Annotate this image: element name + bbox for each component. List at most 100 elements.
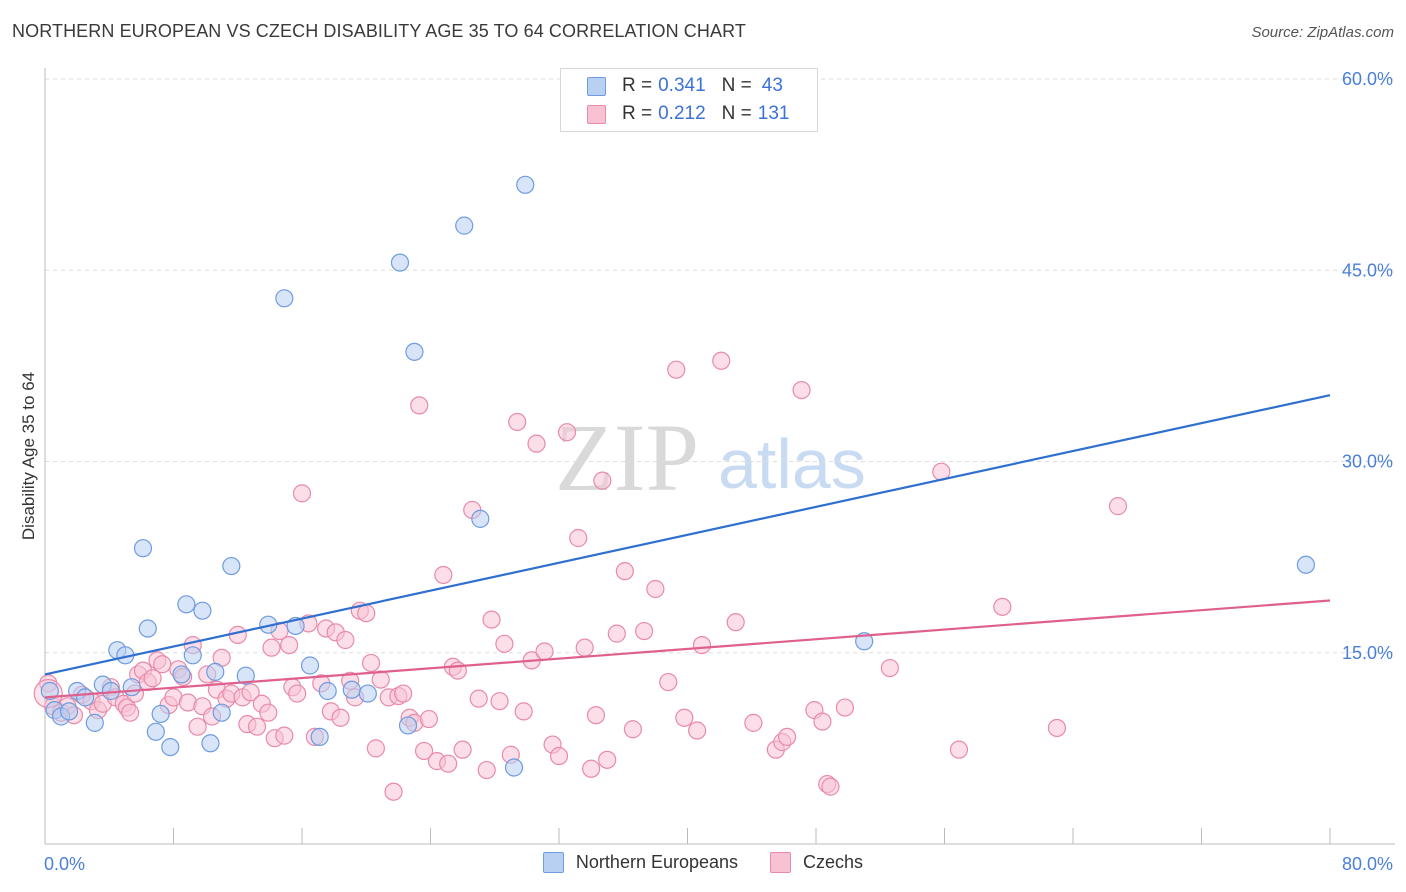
legend-swatch-blue (587, 76, 606, 96)
czechs-point (659, 672, 678, 692)
northern-europeans-point (342, 680, 361, 699)
series-legend: Northern Europeans Czechs (0, 852, 1406, 873)
stats-row-czechs: R = 0.212 N = 131 (587, 103, 789, 125)
northern-europeans-point (177, 595, 196, 614)
northern-europeans-points (40, 175, 1316, 777)
czechs-point (477, 760, 496, 780)
czechs-point (482, 610, 501, 629)
r-value: 0.212 (658, 103, 706, 124)
northern-europeans-point (300, 656, 320, 675)
n-label: N = (721, 103, 752, 124)
legend-swatch-pink (770, 852, 792, 873)
stats-legend: R = 0.341 N = 43 R = 0.212 N = 131 (560, 68, 818, 132)
czechs-trend-line (44, 599, 1331, 699)
legend-item-northern-europeans[interactable]: Northern Europeans (542, 852, 739, 873)
czechs-point (275, 726, 294, 745)
czechs-point (712, 351, 731, 370)
northern-europeans-point (275, 289, 294, 308)
northern-europeans-point (236, 666, 255, 685)
czechs-point (835, 698, 855, 717)
czechs-point (434, 565, 453, 585)
legend-label: Northern Europeans (575, 852, 739, 872)
czechs-point (607, 624, 626, 643)
r-label: R = (622, 103, 653, 124)
northern-europeans-point (161, 737, 180, 757)
czechs-point (949, 740, 969, 759)
czechs-point (241, 683, 260, 702)
northern-europeans-point (222, 556, 241, 576)
northern-europeans-point (455, 216, 474, 235)
czechs-point (288, 684, 307, 703)
czechs-point (262, 638, 281, 657)
northern-europeans-point (138, 619, 157, 638)
northern-europeans-point (76, 688, 95, 707)
northern-europeans-point (318, 681, 337, 701)
czechs-point (635, 621, 654, 641)
chart-title: NORTHERN EUROPEAN VS CZECH DISABILITY AG… (12, 21, 746, 41)
czechs-point (448, 661, 467, 680)
czechs-point (331, 708, 350, 727)
northern-europeans-point (212, 703, 231, 722)
northern-europeans-point (193, 601, 212, 620)
czechs-point (336, 630, 355, 650)
northern-europeans-point (201, 734, 220, 753)
northern-europeans-point (855, 632, 874, 651)
czechs-point (667, 360, 686, 379)
northern-europeans-point (133, 539, 153, 558)
czechs-point (692, 635, 712, 655)
czechs-point (792, 381, 811, 400)
czechs-point (361, 653, 381, 673)
czechs-point (821, 777, 840, 796)
czechs-point (419, 709, 438, 729)
northern-europeans-point (390, 253, 410, 272)
czechs-point (280, 635, 299, 655)
n-value: 43 (761, 75, 783, 96)
czechs-point (777, 727, 797, 747)
northern-europeans-point (516, 175, 535, 194)
czechs-point (675, 708, 694, 727)
czechs-point (535, 642, 554, 661)
czechs-point (744, 713, 763, 732)
czechs-point (549, 746, 569, 766)
stats-row-northern-europeans: R = 0.341 N = 43 (587, 75, 783, 97)
czechs-point (292, 484, 312, 503)
legend-item-czechs[interactable]: Czechs (770, 852, 863, 873)
czechs-point (414, 741, 434, 761)
northern-europeans-point (122, 678, 141, 697)
watermark-zip: ZIP (555, 404, 699, 511)
czechs-point (490, 692, 509, 711)
czechs-point (366, 739, 385, 758)
northern-europeans-point (40, 681, 59, 701)
czechs-point (557, 423, 577, 442)
watermark: ZIP atlas (555, 404, 866, 511)
r-label: R = (622, 75, 653, 96)
n-label: N = (721, 75, 752, 96)
czechs-point (993, 597, 1012, 616)
czechs-point (582, 759, 601, 778)
northern-europeans-point (59, 702, 79, 721)
northern-europeans-point (146, 722, 165, 741)
czechs-point (439, 754, 458, 773)
x-tick-label: 0.0% (44, 854, 85, 874)
czechs-point (410, 396, 429, 415)
northern-europeans-point (172, 665, 191, 684)
czechs-point (575, 638, 594, 657)
czechs-point (1047, 718, 1067, 738)
czechs-point (357, 604, 376, 623)
czechs-point (527, 434, 546, 453)
y-tick-label: 45.0% (1342, 260, 1393, 280)
legend-label: Czechs (803, 852, 864, 872)
northern-europeans-point (183, 646, 202, 665)
czechs-point (813, 712, 832, 731)
czechs-point (143, 669, 162, 688)
czechs-point (880, 658, 899, 678)
czechs-point (598, 750, 617, 769)
czechs-point (259, 703, 278, 722)
czechs-point (247, 717, 267, 736)
czechs-point (495, 634, 514, 653)
watermark-atlas: atlas (718, 425, 866, 503)
northern-europeans-point (504, 758, 524, 777)
y-tick-label: 60.0% (1342, 69, 1393, 89)
northern-europeans-point (310, 727, 329, 747)
